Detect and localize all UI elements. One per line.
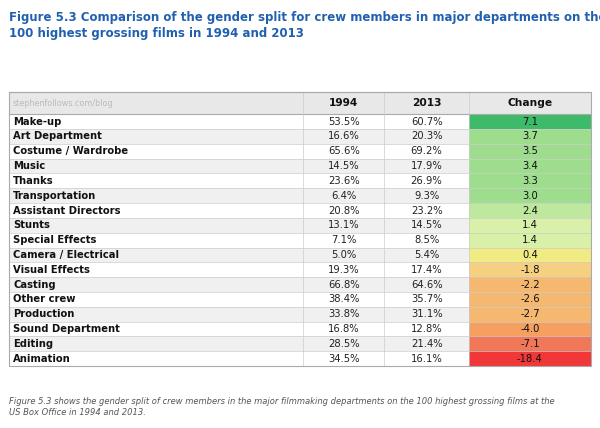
Text: 16.1%: 16.1% [411,354,442,363]
Text: 23.2%: 23.2% [411,205,442,216]
Text: Art Department: Art Department [13,131,102,142]
Text: Sound Department: Sound Department [13,324,120,334]
Text: 34.5%: 34.5% [328,354,359,363]
Text: Visual Effects: Visual Effects [13,265,90,275]
Text: 20.3%: 20.3% [411,131,442,142]
Text: 26.9%: 26.9% [411,176,442,186]
Text: 17.9%: 17.9% [411,161,442,171]
Text: Change: Change [508,98,553,108]
Text: 14.5%: 14.5% [328,161,359,171]
Text: 8.5%: 8.5% [414,235,439,245]
Text: 20.8%: 20.8% [328,205,359,216]
Text: -2.7: -2.7 [520,309,540,319]
Text: Figure 5.3 Comparison of the gender split for crew members in major departments : Figure 5.3 Comparison of the gender spli… [9,11,600,40]
Text: 3.7: 3.7 [522,131,538,142]
Text: 35.7%: 35.7% [411,294,442,304]
Text: -4.0: -4.0 [520,324,539,334]
Text: 7.1%: 7.1% [331,235,356,245]
Text: -7.1: -7.1 [520,339,540,349]
Text: 19.3%: 19.3% [328,265,359,275]
Text: 17.4%: 17.4% [411,265,442,275]
Text: Casting: Casting [13,279,56,289]
Text: 7.1: 7.1 [522,117,538,127]
Text: 3.5: 3.5 [522,146,538,156]
Text: Figure 5.3 shows the gender split of crew members in the major filmmaking depart: Figure 5.3 shows the gender split of cre… [9,396,554,417]
Text: -1.8: -1.8 [520,265,539,275]
Text: Stunts: Stunts [13,220,50,230]
Text: 2.4: 2.4 [522,205,538,216]
Text: Assistant Directors: Assistant Directors [13,205,121,216]
Text: 16.8%: 16.8% [328,324,359,334]
Text: 66.8%: 66.8% [328,279,359,289]
Text: 1.4: 1.4 [522,220,538,230]
Text: 31.1%: 31.1% [411,309,442,319]
Text: Transportation: Transportation [13,191,97,201]
Text: 16.6%: 16.6% [328,131,359,142]
Text: 9.3%: 9.3% [414,191,439,201]
Text: 6.4%: 6.4% [331,191,356,201]
Text: 65.6%: 65.6% [328,146,359,156]
Text: 3.4: 3.4 [522,161,538,171]
Text: Costume / Wardrobe: Costume / Wardrobe [13,146,128,156]
Text: stephenfollows.com/blog: stephenfollows.com/blog [13,98,113,108]
Text: Special Effects: Special Effects [13,235,97,245]
Text: 38.4%: 38.4% [328,294,359,304]
Text: Camera / Electrical: Camera / Electrical [13,250,119,260]
Text: Production: Production [13,309,74,319]
Text: Thanks: Thanks [13,176,54,186]
Text: Editing: Editing [13,339,53,349]
Text: 13.1%: 13.1% [328,220,359,230]
Text: 2013: 2013 [412,98,442,108]
Text: Music: Music [13,161,46,171]
Text: 3.0: 3.0 [522,191,538,201]
Text: Make-up: Make-up [13,117,62,127]
Text: 1994: 1994 [329,98,358,108]
Text: Other crew: Other crew [13,294,76,304]
Text: 69.2%: 69.2% [411,146,442,156]
Text: 0.4: 0.4 [522,250,538,260]
Text: 3.3: 3.3 [522,176,538,186]
Text: -18.4: -18.4 [517,354,543,363]
Text: 23.6%: 23.6% [328,176,359,186]
Text: 33.8%: 33.8% [328,309,359,319]
Text: 14.5%: 14.5% [411,220,442,230]
Text: 21.4%: 21.4% [411,339,442,349]
Text: 1.4: 1.4 [522,235,538,245]
Text: -2.6: -2.6 [520,294,540,304]
Text: 5.0%: 5.0% [331,250,356,260]
Text: 12.8%: 12.8% [411,324,442,334]
Text: 60.7%: 60.7% [411,117,442,127]
Text: 53.5%: 53.5% [328,117,359,127]
Text: 5.4%: 5.4% [414,250,439,260]
Text: -2.2: -2.2 [520,279,540,289]
Text: Animation: Animation [13,354,71,363]
Text: 28.5%: 28.5% [328,339,359,349]
Text: 64.6%: 64.6% [411,279,442,289]
